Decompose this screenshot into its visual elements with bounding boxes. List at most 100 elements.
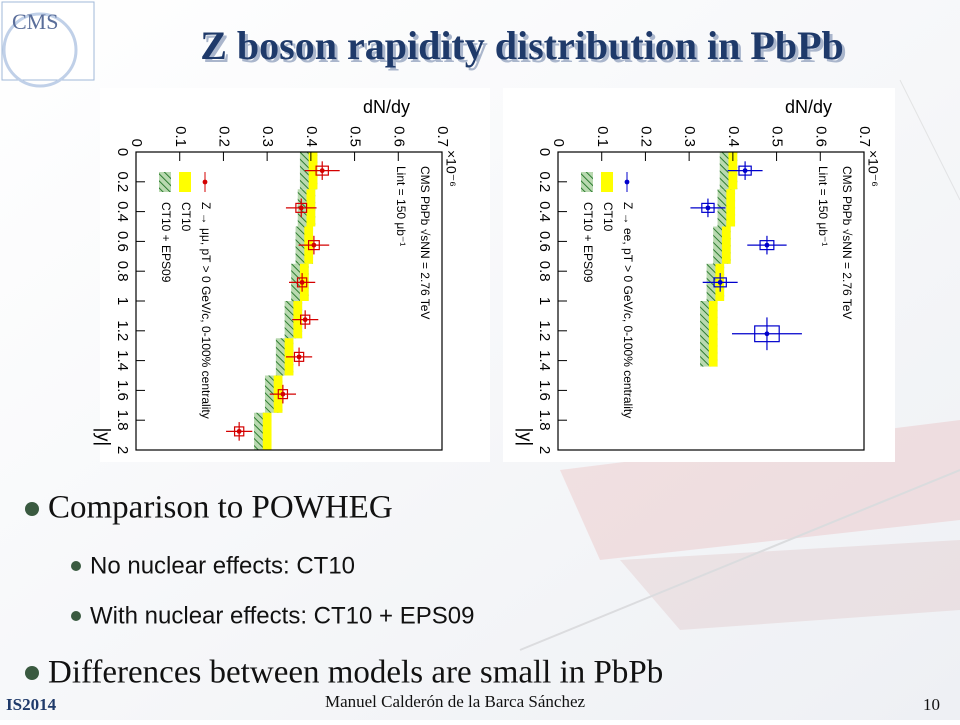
luminosity-label: Lint = 150 μb⁻¹ bbox=[394, 166, 408, 246]
legend-dot bbox=[624, 179, 630, 185]
y-tick-label: 0.2 bbox=[637, 126, 654, 147]
x-tick-label: 0.4 bbox=[536, 201, 553, 222]
y-tick-label: 0.4 bbox=[725, 126, 742, 147]
x-tick-label: 1.2 bbox=[114, 320, 131, 341]
legend-label: CT10 + EPS09 bbox=[159, 202, 173, 283]
x-tick-label: 1.6 bbox=[536, 380, 553, 401]
title: Z boson rapidity distribution in PbPb bbox=[200, 23, 844, 68]
x-tick-label: 0.6 bbox=[114, 231, 131, 252]
syst-box bbox=[307, 240, 320, 251]
data-point bbox=[742, 168, 748, 174]
y-tick-label: 0.5 bbox=[347, 126, 364, 147]
syst-box bbox=[296, 277, 308, 288]
data-point bbox=[764, 242, 770, 248]
syst-box bbox=[299, 314, 311, 325]
y-tick-label: 0.2 bbox=[215, 126, 232, 147]
data-point bbox=[296, 354, 302, 360]
y-tick-label: 0.6 bbox=[390, 126, 407, 147]
experiment-label: CMS PbPb √sNN = 2.76 TeV bbox=[418, 166, 432, 319]
x-tick-label: 1.2 bbox=[536, 320, 553, 341]
y-axis-label: dN/dy bbox=[363, 97, 410, 117]
syst-box bbox=[713, 277, 727, 288]
data-point bbox=[302, 317, 308, 323]
syst-box bbox=[754, 325, 780, 343]
x-axis-label: |y| bbox=[515, 428, 535, 446]
sub-bullet bbox=[71, 561, 81, 571]
legend-swatch bbox=[179, 172, 191, 192]
legend-swatch bbox=[581, 172, 593, 192]
legend-label: Z → ee, pT > 0 GeV/c, 0-100% centrality bbox=[621, 202, 635, 418]
y-tick-label: 0.3 bbox=[259, 126, 276, 147]
syst-box bbox=[295, 202, 308, 213]
charts: 0 0.2 0.4 0.6 0.8 1 1.2 1.4 1.6 1.8 2 0 0.1 0.2 0.3 0.4… bbox=[93, 97, 881, 454]
syst-box bbox=[277, 389, 289, 400]
syst-box bbox=[759, 240, 775, 251]
syst-box bbox=[701, 202, 715, 213]
legend-swatch bbox=[159, 172, 171, 192]
y-tick-label: 0.1 bbox=[172, 126, 189, 147]
y-tick-label: 0.6 bbox=[812, 126, 829, 147]
x-tick-label: 0.4 bbox=[114, 201, 131, 222]
data-point bbox=[705, 205, 711, 211]
y-tick-label: 0.5 bbox=[769, 126, 786, 147]
syst-box bbox=[738, 165, 752, 176]
model-band bbox=[708, 301, 718, 367]
x-tick-label: 0.8 bbox=[114, 261, 131, 282]
data-point bbox=[319, 168, 325, 174]
legend-label: Z → μμ, pT > 0 GeV/c, 0-100% centrality bbox=[199, 202, 213, 419]
x-tick-label: 1.6 bbox=[114, 380, 131, 401]
y-tick-label: 0.7 bbox=[856, 126, 873, 147]
syst-box bbox=[233, 426, 245, 437]
y-tick-label: 0.4 bbox=[303, 126, 320, 147]
model-band bbox=[262, 412, 272, 450]
sub-bullet bbox=[71, 611, 81, 621]
x-tick-label: 1.4 bbox=[536, 350, 553, 371]
data-point bbox=[311, 242, 317, 248]
data-point bbox=[764, 331, 770, 337]
bullet bbox=[25, 666, 39, 680]
chart: 0 0.2 0.4 0.6 0.8 1 1.2 1.4 1.6 1.8 2 0 0.1 0.2 0.3 0.4… bbox=[515, 97, 881, 454]
x-tick-label: 1 bbox=[114, 297, 131, 305]
model-band bbox=[726, 189, 736, 227]
data-point bbox=[717, 279, 723, 285]
x-tick-label: 1.4 bbox=[114, 350, 131, 371]
data-point bbox=[280, 391, 286, 397]
x-tick-label: 2 bbox=[536, 446, 553, 454]
experiment-label: CMS PbPb √sNN = 2.76 TeV bbox=[840, 166, 854, 319]
bullet-text: Differences between models are small in … bbox=[48, 655, 663, 691]
legend-swatch bbox=[601, 172, 613, 192]
y-tick-label: 0.7 bbox=[434, 126, 451, 147]
axis-multiplier: ×10⁻⁶ bbox=[443, 150, 459, 187]
x-tick-label: 2 bbox=[114, 446, 131, 454]
chart: 0 0.2 0.4 0.6 0.8 1 1.2 1.4 1.6 1.8 2 0 0.1 0.2 0.3 0.4… bbox=[93, 97, 459, 454]
x-axis-label: |y| bbox=[93, 428, 113, 446]
sub-bullet-text: No nuclear effects: CT10 bbox=[90, 552, 355, 579]
model-band bbox=[721, 226, 731, 264]
x-tick-label: 0.2 bbox=[114, 171, 131, 192]
luminosity-label: Lint = 150 μb⁻¹ bbox=[816, 166, 830, 246]
bullet bbox=[25, 502, 39, 516]
legend-dot bbox=[202, 179, 208, 185]
axis-multiplier: ×10⁻⁶ bbox=[865, 150, 881, 187]
footer-author: Manuel Calderón de la Barca Sánchez bbox=[325, 692, 586, 711]
x-tick-label: 0 bbox=[536, 148, 553, 156]
y-tick-label: 0 bbox=[550, 139, 567, 147]
title-shadow: Z boson rapidity distribution in PbPb bbox=[203, 26, 847, 71]
data-point bbox=[299, 279, 305, 285]
logo-ring bbox=[2, 12, 78, 88]
y-tick-label: 0.1 bbox=[594, 126, 611, 147]
data-point bbox=[236, 428, 242, 434]
x-tick-label: 0.2 bbox=[536, 171, 553, 192]
x-tick-label: 1.8 bbox=[536, 410, 553, 431]
logo: CMS bbox=[12, 9, 58, 34]
legend-label: CT10 bbox=[601, 202, 615, 232]
y-tick-label: 0.3 bbox=[681, 126, 698, 147]
syst-box bbox=[293, 351, 305, 362]
chart-panel bbox=[503, 88, 895, 462]
x-tick-label: 0 bbox=[114, 148, 131, 156]
legend-label: CT10 bbox=[179, 202, 193, 232]
syst-box bbox=[315, 165, 329, 176]
footer-page: 10 bbox=[923, 695, 940, 714]
y-tick-label: 0 bbox=[128, 139, 145, 147]
